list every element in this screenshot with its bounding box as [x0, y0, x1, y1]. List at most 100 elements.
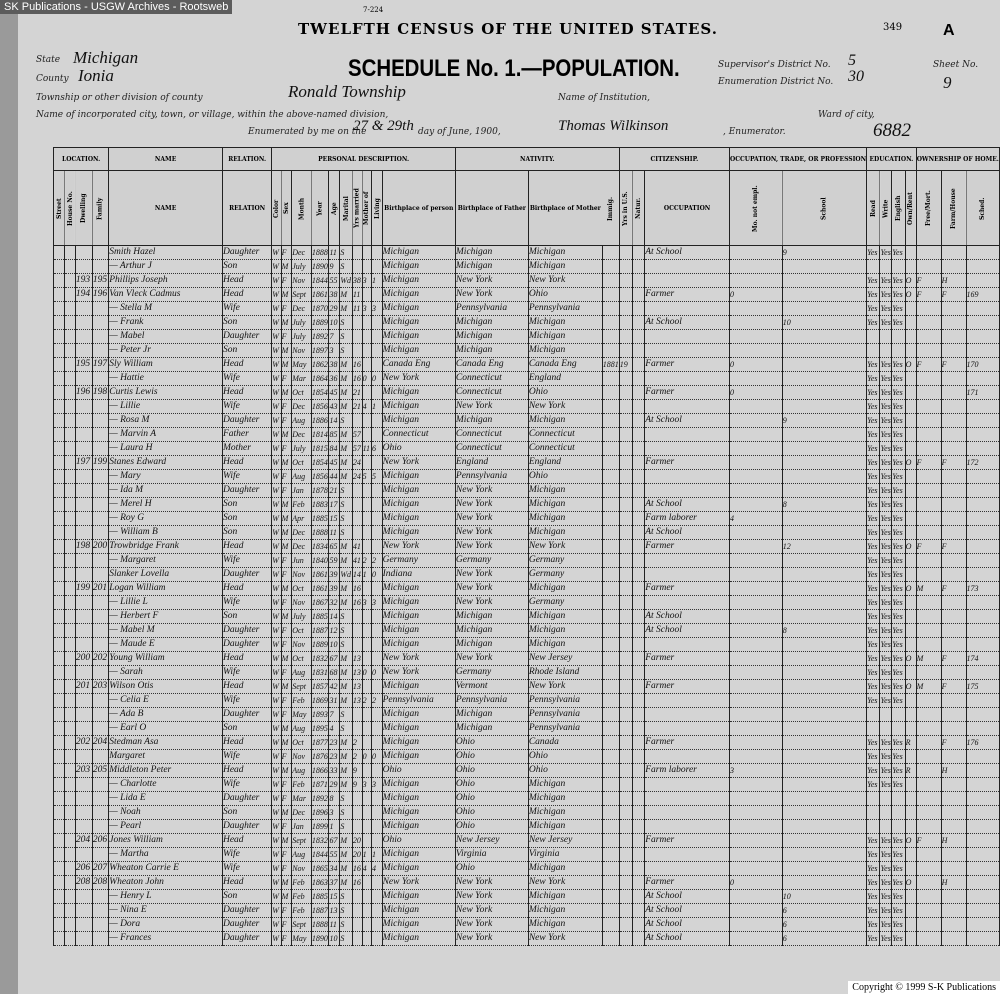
table-cell: S	[339, 525, 353, 540]
table-cell: Head	[221, 357, 273, 372]
table-cell	[74, 903, 93, 918]
table-cell	[52, 427, 66, 442]
table-cell	[781, 735, 868, 750]
table-cell	[879, 707, 893, 722]
table-cell: 12	[781, 539, 868, 554]
table-cell: 2	[351, 735, 363, 750]
table-cell	[601, 707, 620, 722]
table-cell	[866, 819, 881, 834]
table-cell	[64, 595, 76, 610]
table-row: — Mabel Daughter W F July 1892 7 S Michigan Michi…	[52, 329, 1000, 344]
table-cell	[915, 385, 942, 400]
column-header: Marital	[339, 170, 353, 246]
table-cell: Yes	[866, 609, 881, 624]
table-cell: Yes	[891, 581, 906, 596]
table-cell	[965, 273, 1000, 288]
table-cell	[940, 819, 967, 834]
table-cell: Michigan	[527, 917, 603, 932]
table-cell: O	[904, 539, 917, 554]
table-cell: 1867	[310, 595, 330, 610]
table-cell: R	[904, 763, 917, 778]
table-cell: 14	[351, 567, 363, 582]
table-cell: Son	[221, 721, 273, 736]
table-cell	[940, 567, 967, 582]
table-cell	[64, 455, 76, 470]
table-cell	[601, 623, 620, 638]
table-cell	[781, 427, 868, 442]
table-cell	[64, 511, 76, 526]
table-cell	[904, 525, 917, 540]
table-cell: M	[339, 735, 353, 750]
table-cell: Michigan	[381, 329, 456, 344]
table-cell	[631, 441, 646, 456]
table-cell	[618, 875, 633, 890]
table-cell: 29	[328, 301, 341, 316]
table-cell	[74, 847, 93, 862]
table-cell	[351, 343, 363, 358]
table-cell: 8	[781, 623, 868, 638]
table-cell: W	[271, 567, 282, 582]
table-cell: Yes	[866, 441, 881, 456]
table-cell: W	[271, 553, 282, 568]
table-cell	[91, 693, 110, 708]
table-cell	[351, 259, 363, 274]
table-cell: At School	[644, 245, 730, 260]
table-cell: S	[339, 343, 353, 358]
table-cell: Young William	[108, 651, 223, 666]
table-cell	[904, 693, 917, 708]
table-cell: Yes	[891, 609, 906, 624]
table-cell	[52, 903, 66, 918]
table-cell	[904, 441, 917, 456]
table-cell: Yes	[891, 371, 906, 386]
table-cell: S	[339, 917, 353, 932]
table-cell	[91, 427, 110, 442]
table-cell	[965, 637, 1000, 652]
table-cell: 1854	[310, 455, 330, 470]
enumeration-label: Enumeration District No.	[718, 77, 834, 87]
table-cell	[618, 511, 633, 526]
table-cell: Wife	[221, 469, 273, 484]
table-cell: Ohio	[454, 777, 529, 792]
table-cell	[781, 511, 868, 526]
table-cell: 21	[351, 385, 363, 400]
table-cell: Michigan	[381, 903, 456, 918]
table-cell	[601, 903, 620, 918]
table-cell: Feb	[291, 693, 312, 708]
table-cell: Michigan	[381, 581, 456, 596]
table-cell	[940, 917, 967, 932]
table-cell: Yes	[879, 833, 893, 848]
table-cell	[940, 595, 967, 610]
table-cell: Yes	[879, 455, 893, 470]
table-cell	[351, 819, 363, 834]
table-cell: W	[271, 791, 282, 806]
table-cell: At School	[644, 903, 730, 918]
table-cell	[64, 343, 76, 358]
table-cell	[781, 595, 868, 610]
table-cell: Michigan	[381, 595, 456, 610]
table-cell	[91, 917, 110, 932]
table-cell: Slanker Lovella	[108, 567, 223, 582]
table-cell: Head	[221, 651, 273, 666]
table-cell: Michigan	[381, 399, 456, 414]
table-cell: Yes	[879, 679, 893, 694]
table-cell	[64, 413, 76, 428]
table-cell: M	[339, 763, 353, 778]
table-cell: Nov	[291, 567, 312, 582]
table-cell: 1857	[310, 679, 330, 694]
table-cell: Yes	[866, 511, 881, 526]
table-row: — Rosa M Daughter W F Aug 1886 14 S Michigan Mich…	[52, 413, 1000, 428]
table-cell	[728, 329, 783, 344]
table-cell	[965, 833, 1000, 848]
table-cell	[74, 665, 93, 680]
table-cell: F	[280, 861, 293, 876]
table-cell: Yes	[866, 567, 881, 582]
table-row: — Lida E Daughter W F Mar 1892 8 S Michigan Ohio M…	[52, 791, 1000, 806]
table-cell: Yes	[879, 287, 893, 302]
table-cell: Head	[221, 763, 273, 778]
table-row: 195 197 Sly William Head W M May 1862 38 M 16 Canad…	[52, 357, 1000, 372]
table-cell: Michigan	[381, 749, 456, 764]
table-cell	[644, 777, 730, 792]
table-cell: 13	[351, 651, 363, 666]
column-header: Living	[371, 170, 383, 246]
table-cell	[91, 903, 110, 918]
